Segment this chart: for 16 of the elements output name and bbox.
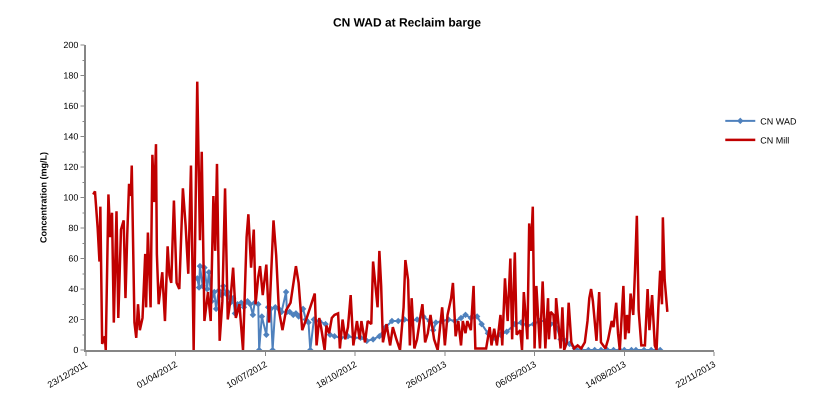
y-tick-label: 80 <box>68 223 78 234</box>
y-tick-label: 200 <box>63 40 78 50</box>
y-tick-label: 140 <box>63 132 78 142</box>
y-axis-title: Concentration (mg/L) <box>38 152 48 243</box>
y-tick-label: 0 <box>73 345 78 356</box>
line-series <box>92 80 669 350</box>
chart-title: CN WAD at Reclaim barge <box>332 15 482 30</box>
y-tick-label: 180 <box>63 70 78 81</box>
y-tick-label: 40 <box>68 284 78 294</box>
y-tick-label: 100 <box>63 192 78 203</box>
y-tick-label: 120 <box>63 162 78 172</box>
y-tick-label: 160 <box>63 101 78 112</box>
y-tick-label: 60 <box>68 254 78 264</box>
y-tick-label: 20 <box>68 314 78 325</box>
legend-label: CN WAD <box>760 116 797 126</box>
legend-label: CN Mill <box>760 135 790 146</box>
